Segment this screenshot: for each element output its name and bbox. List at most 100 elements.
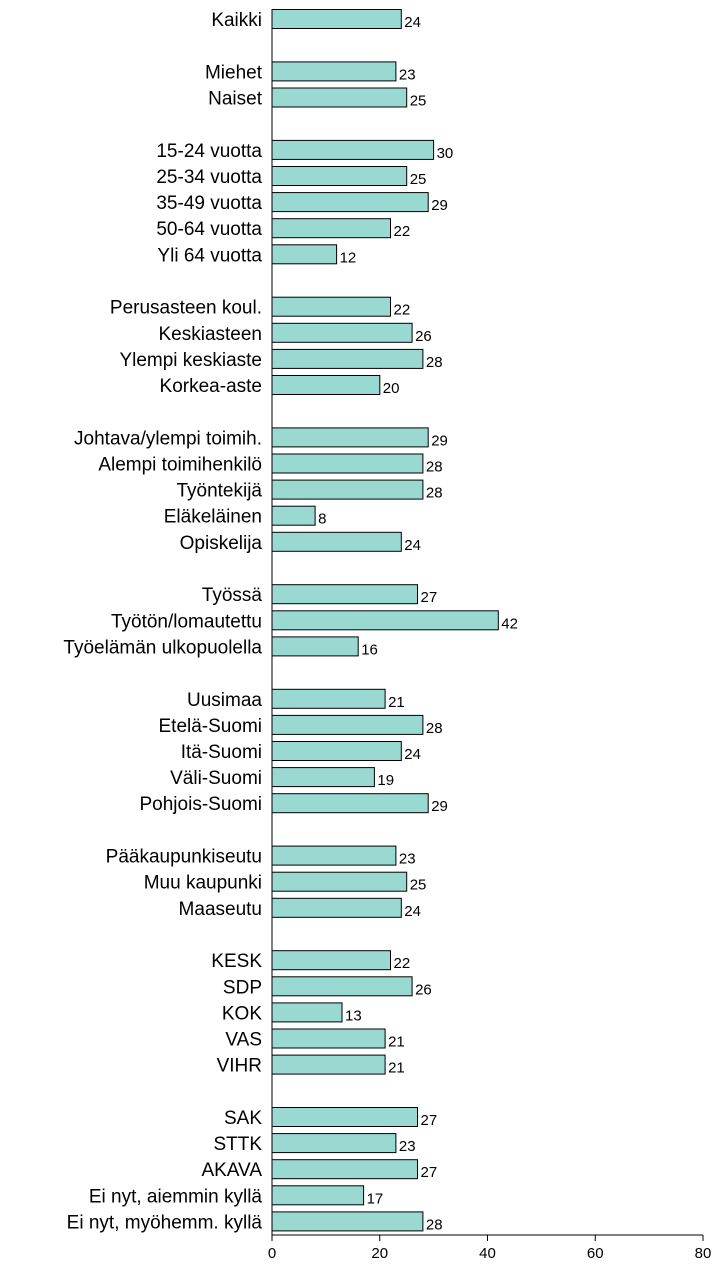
category-label: Ei nyt, aiemmin kyllä	[89, 1186, 263, 1207]
category-label: Pohjois-Suomi	[140, 794, 263, 815]
bar-maaseutu	[271, 897, 402, 918]
category-label: Naiset	[208, 89, 263, 110]
value-label: 17	[367, 1190, 384, 1207]
category-label: Ylempi keskiaste	[119, 350, 262, 371]
category-label: VIHR	[217, 1056, 262, 1077]
bar-sak	[271, 1107, 418, 1127]
value-label: 24	[404, 746, 421, 763]
bar-kok	[271, 1002, 343, 1023]
value-label: 26	[415, 981, 432, 998]
bar-uusimaa	[271, 688, 386, 709]
value-label: 30	[437, 145, 454, 162]
x-tick-label: 0	[268, 1245, 276, 1262]
category-label: Johtava/ylempi toimih.	[74, 428, 262, 449]
bar-perusasteen-koul	[271, 296, 391, 317]
category-label: Työntekijä	[176, 481, 262, 502]
category-label: STTK	[213, 1134, 262, 1155]
category-label: Työelämän ulkopuolella	[63, 637, 262, 658]
bar-etela-suomi	[271, 714, 424, 735]
bar-akava	[271, 1159, 418, 1180]
category-label: Itä-Suomi	[181, 742, 262, 763]
category-label: Yli 64 vuotta	[157, 245, 262, 266]
bar-yli-64-vuotta	[271, 244, 338, 265]
value-label: 26	[415, 328, 432, 345]
category-label: Opiskelija	[180, 533, 263, 554]
value-label: 29	[431, 798, 448, 815]
category-label: KESK	[211, 951, 262, 972]
category-label: Pääkaupunkiseutu	[106, 847, 262, 868]
bar-pohjois-suomi	[271, 793, 429, 814]
value-label: 25	[410, 93, 427, 110]
value-label: 28	[426, 720, 443, 737]
bar-sdp	[271, 976, 413, 997]
value-label: 28	[426, 354, 443, 371]
bar-opiskelija	[271, 531, 402, 552]
bar-miehet	[271, 61, 397, 82]
bar-ei-nyt-myohemm-kylla	[271, 1211, 424, 1232]
bar-kesk	[271, 950, 391, 971]
bars-layer	[271, 9, 499, 1232]
category-label: Etelä-Suomi	[159, 716, 263, 737]
bar-keskiasteen	[271, 322, 413, 343]
bar-tyontekija	[271, 479, 424, 500]
x-tick-label: 80	[695, 1245, 712, 1262]
category-label: Keskiasteen	[158, 324, 262, 345]
value-label: 24	[404, 903, 421, 920]
bar-25-34-vuotta	[271, 166, 408, 186]
bar-35-49-vuotta	[271, 192, 429, 213]
value-label: 19	[377, 772, 394, 789]
category-label: KOK	[222, 1003, 262, 1024]
category-label: 15-24 vuotta	[156, 141, 262, 162]
category-label: 50-64 vuotta	[156, 219, 262, 240]
category-label: Miehet	[205, 62, 263, 83]
value-label: 42	[501, 615, 518, 632]
value-label: 28	[426, 1216, 443, 1233]
bar-ei-nyt-aiemmin-kylla	[271, 1185, 365, 1206]
value-label: 27	[421, 589, 438, 606]
category-label: Muu kaupunki	[144, 873, 262, 894]
value-label: 25	[410, 877, 427, 894]
bar-ylempi-keskiaste	[271, 348, 424, 369]
x-tick-label: 60	[587, 1245, 604, 1262]
category-label: Korkea-aste	[160, 376, 262, 397]
value-label: 29	[431, 197, 448, 214]
bar-paakaupunkiseutu	[271, 845, 397, 866]
bar-naiset	[271, 87, 408, 108]
bar-tyoelaman-ulkopuolella	[271, 636, 359, 657]
value-label: 16	[361, 641, 378, 658]
category-label: 25-34 vuotta	[156, 167, 262, 188]
bar-tyoton-lomautettu	[271, 610, 499, 631]
bar-ita-suomi	[271, 741, 402, 761]
category-labels: Kaikki Miehet Naiset 15-24 vuotta 25-34 vuot…	[63, 10, 262, 1233]
bar-50-64-vuotta	[271, 218, 391, 239]
bar-muu-kaupunki	[271, 871, 408, 892]
value-label: 23	[399, 851, 416, 868]
category-label: Työssä	[202, 585, 263, 606]
value-label: 27	[421, 1112, 438, 1129]
category-label: Työtön/lomautettu	[111, 611, 262, 632]
x-tick-label: 40	[479, 1245, 496, 1262]
value-label: 8	[318, 511, 326, 528]
category-label: Perusasteen koul.	[110, 298, 262, 319]
value-label: 28	[426, 485, 443, 502]
value-label: 25	[410, 171, 427, 188]
value-label: 24	[404, 537, 421, 554]
value-label: 22	[394, 955, 411, 972]
value-label: 24	[404, 14, 421, 31]
value-label: 27	[421, 1164, 438, 1181]
x-axis: 0 20 40 60 80	[268, 9, 712, 1262]
category-label: VAS	[225, 1030, 262, 1051]
bar-elakelainen	[271, 505, 316, 526]
category-label: 35-49 vuotta	[156, 193, 262, 214]
bar-korkea-aste	[271, 375, 381, 395]
bar-kaikki	[271, 9, 402, 29]
category-label: SDP	[223, 977, 262, 998]
category-label: Alempi toimihenkilö	[98, 455, 262, 476]
category-label: AKAVA	[201, 1160, 262, 1181]
bar-tyossa	[271, 584, 418, 605]
bar-vali-suomi	[271, 767, 375, 788]
category-label: Eläkeläinen	[164, 507, 262, 528]
value-label: 13	[345, 1007, 362, 1024]
value-label: 20	[383, 380, 400, 397]
